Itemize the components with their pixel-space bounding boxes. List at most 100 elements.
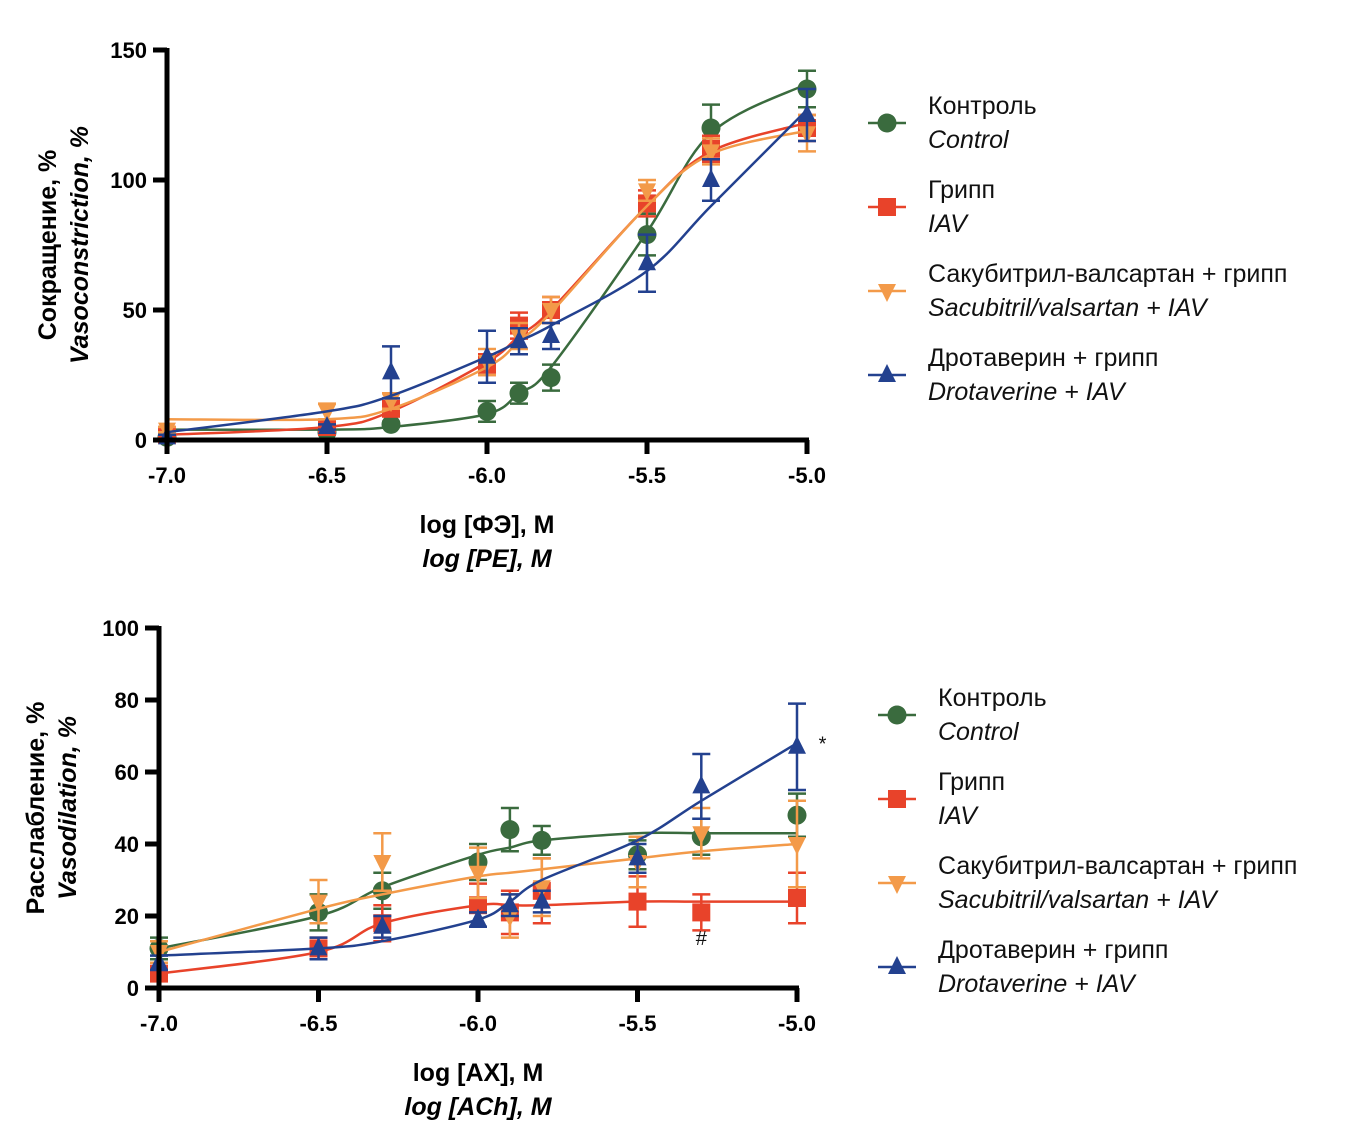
y-tick-label: 0 xyxy=(135,428,147,453)
data-point xyxy=(628,892,647,911)
plot-area xyxy=(157,69,817,447)
y-tick-label: 100 xyxy=(102,616,139,641)
data-point xyxy=(469,865,487,884)
legend-label-en: IAV xyxy=(938,802,979,830)
series-sacubitril-valsartan-iav xyxy=(158,113,816,441)
data-point xyxy=(382,361,400,380)
legend-marker-icon xyxy=(878,284,896,302)
legend: Контроль Control Грипп IAV Сакубитрил-валсар… xyxy=(878,684,1297,998)
legend-item: Сакубитрил-валсартан + грипп Sacubitril/v… xyxy=(878,852,1297,914)
legend-item: Контроль Control xyxy=(868,92,1037,154)
y-axis-title-en: Vasodilation, % xyxy=(54,716,82,900)
data-point xyxy=(478,345,496,364)
x-tick-label: -5.5 xyxy=(628,463,666,488)
data-point xyxy=(500,894,519,913)
legend-label-en: Sacubitril/valsartan + IAV xyxy=(938,886,1219,914)
data-point xyxy=(702,169,720,187)
data-point xyxy=(373,855,392,873)
vasoconstriction-chart: 0 50 100 150 -7.0 -6.5 -6.0 -5.5 -5.0 Сокращение… xyxy=(34,38,1287,573)
axes: 0 20 40 60 80 100 -7.0 -6.5 -6.0 -5.5 -5.0 xyxy=(102,616,816,1036)
legend-item: Дротаверин + грипп Drotaverine + IAV xyxy=(868,344,1158,406)
legend-marker-icon xyxy=(887,705,907,725)
legend-label: Контроль xyxy=(928,92,1037,120)
data-point xyxy=(469,908,487,927)
data-point xyxy=(532,880,551,899)
data-point xyxy=(532,830,552,850)
data-point xyxy=(318,404,336,423)
data-point xyxy=(541,368,561,388)
legend-label-en: Sacubitril/valsartan + IAV xyxy=(928,294,1209,322)
legend-label: Грипп xyxy=(938,768,1005,796)
data-point xyxy=(509,383,529,403)
data-point xyxy=(628,847,647,866)
legend-label: Дротаверин + грипп xyxy=(938,936,1168,964)
data-point xyxy=(638,252,656,271)
legend-marker-icon xyxy=(878,198,896,216)
y-tick-label: 80 xyxy=(115,688,139,713)
data-point xyxy=(510,330,528,349)
x-tick-label: -6.5 xyxy=(300,1011,338,1036)
legend-item: Грипп IAV xyxy=(878,768,1005,830)
legend-item: Контроль Control xyxy=(878,684,1047,746)
data-point xyxy=(788,889,806,907)
legend-label: Грипп xyxy=(928,176,995,204)
data-point xyxy=(381,414,401,434)
legend-item: Дротаверин + грипп Drotaverine + IAV xyxy=(878,936,1168,998)
legend-item: Грипп IAV xyxy=(868,176,995,238)
data-point xyxy=(477,401,497,421)
legend-label-en: IAV xyxy=(928,210,969,238)
series-drotaverine-iav xyxy=(150,702,806,972)
legend-label-en: Drotaverine + IAV xyxy=(938,970,1137,998)
x-axis-title-en: log [ACh], M xyxy=(404,1093,552,1121)
x-axis-title: log [АХ], M xyxy=(413,1059,544,1087)
x-tick-label: -5.0 xyxy=(778,1011,816,1036)
y-tick-label: 40 xyxy=(115,832,139,857)
data-point xyxy=(702,144,720,163)
x-tick-label: -5.0 xyxy=(788,463,826,488)
data-point xyxy=(692,826,711,845)
legend-label: Сакубитрил-валсартан + грипп xyxy=(928,260,1287,288)
plot-area: *# xyxy=(149,702,827,983)
legend-label-en: Control xyxy=(928,126,1010,154)
legend-label: Сакубитрил-валсартан + грипп xyxy=(938,852,1297,880)
data-point xyxy=(692,903,711,922)
legend-marker-icon xyxy=(888,956,906,974)
x-tick-label: -7.0 xyxy=(140,1011,178,1036)
data-point xyxy=(309,894,328,913)
vasodilation-chart: *# 0 20 40 60 80 100 -7.0 -6.5 -6.0 -5.5 -5.0 Расс… xyxy=(22,616,1297,1121)
y-axis-title: Сокращение, % xyxy=(34,150,62,341)
data-point xyxy=(532,890,551,909)
legend-label: Дротаверин + грипп xyxy=(928,344,1158,372)
data-point xyxy=(373,915,392,934)
data-point xyxy=(318,416,336,434)
y-tick-label: 0 xyxy=(127,976,139,1001)
x-tick-label: -7.0 xyxy=(148,463,186,488)
data-point xyxy=(788,735,806,754)
y-axis-title-en: Vasoconstriction, % xyxy=(66,126,94,364)
legend-marker-icon xyxy=(888,876,906,894)
series-sacubitril-valsartan-iav xyxy=(150,799,806,965)
legend-label: Контроль xyxy=(938,684,1047,712)
x-tick-label: -6.0 xyxy=(459,1011,497,1036)
series-control xyxy=(157,69,817,447)
data-point xyxy=(542,303,560,321)
data-point xyxy=(638,194,656,213)
y-tick-label: 100 xyxy=(110,168,147,193)
legend-label-en: Control xyxy=(938,718,1020,746)
y-tick-label: 150 xyxy=(110,38,147,63)
x-tick-label: -6.5 xyxy=(308,463,346,488)
legend-marker-icon xyxy=(888,790,906,808)
y-tick-label: 20 xyxy=(115,904,139,929)
y-axis-title: Расслабление, % xyxy=(22,702,50,915)
data-point xyxy=(469,896,487,915)
legend-marker-icon xyxy=(877,113,897,133)
significance-annotation: * xyxy=(819,733,827,755)
x-tick-label: -6.0 xyxy=(468,463,506,488)
x-tick-label: -5.5 xyxy=(619,1011,657,1036)
data-point xyxy=(309,937,328,956)
legend-label-en: Drotaverine + IAV xyxy=(928,378,1127,406)
y-tick-label: 50 xyxy=(123,298,147,323)
legend: Контроль Control Грипп IAV Сакубитрил-валсар… xyxy=(868,92,1287,406)
y-tick-label: 60 xyxy=(115,760,139,785)
